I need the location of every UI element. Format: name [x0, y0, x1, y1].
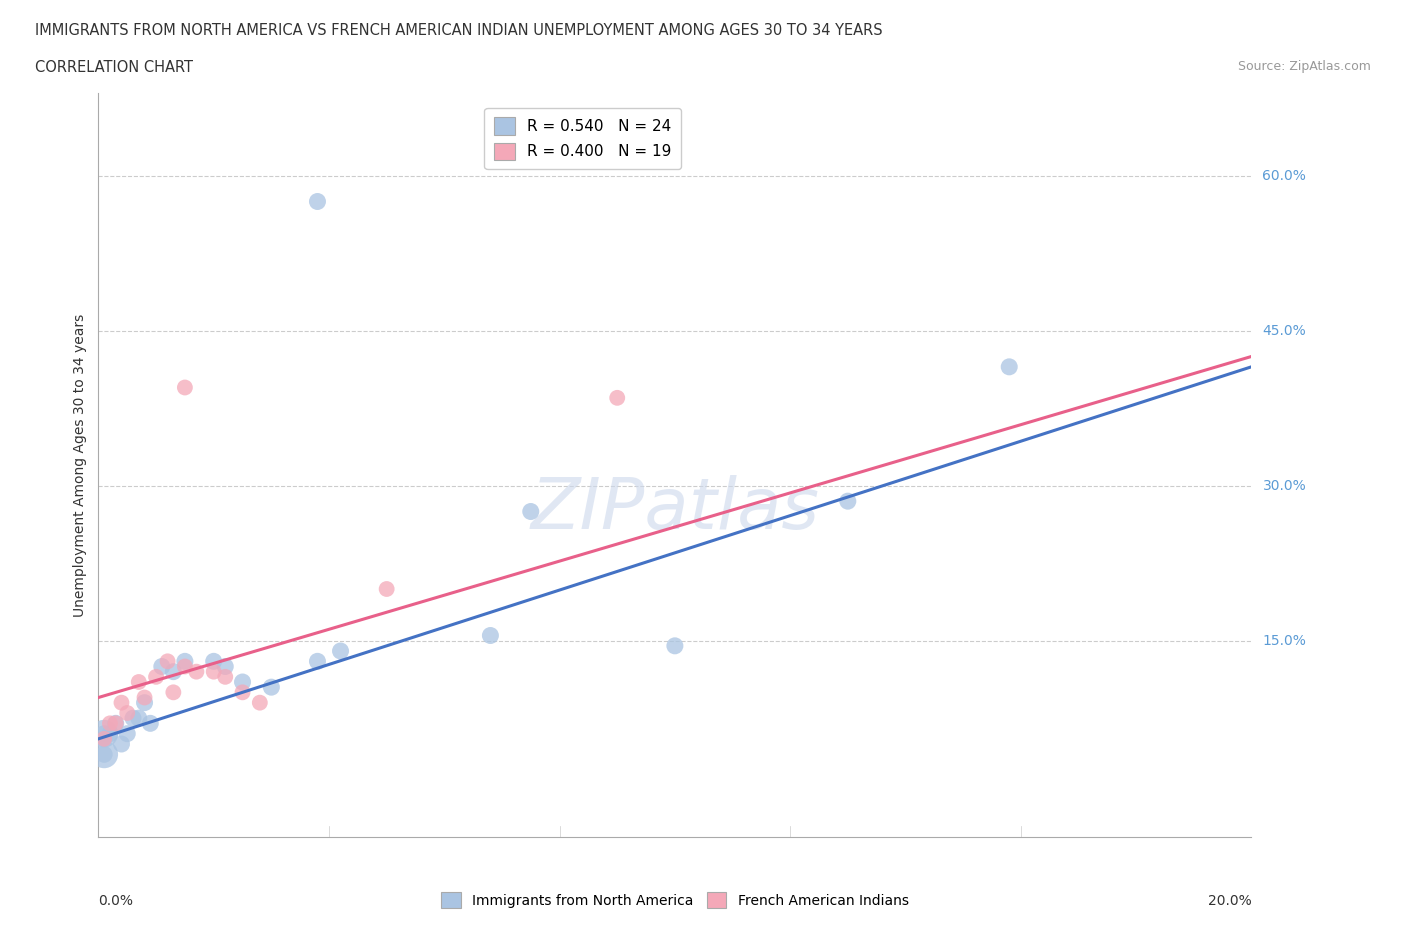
Point	[214, 659, 236, 674]
Point	[186, 664, 208, 679]
Point	[174, 380, 197, 395]
Text: 15.0%: 15.0%	[1263, 633, 1306, 647]
Point	[110, 696, 132, 711]
Point	[110, 737, 132, 751]
Point	[329, 644, 352, 658]
Point	[249, 696, 271, 711]
Point	[104, 716, 127, 731]
Text: 0.0%: 0.0%	[98, 894, 134, 908]
Point	[93, 747, 115, 762]
Point	[98, 726, 121, 741]
Point	[202, 664, 225, 679]
Point	[174, 659, 197, 674]
Point	[214, 670, 236, 684]
Point	[134, 696, 156, 711]
Point	[664, 638, 686, 653]
Point	[520, 504, 543, 519]
Point	[202, 654, 225, 669]
Point	[93, 747, 115, 762]
Point	[117, 726, 138, 741]
Point	[93, 731, 115, 746]
Text: 45.0%: 45.0%	[1263, 324, 1306, 338]
Point	[606, 391, 628, 405]
Point	[98, 716, 121, 731]
Point	[307, 194, 329, 209]
Point	[104, 716, 127, 731]
Legend: R = 0.540   N = 24, R = 0.400   N = 19: R = 0.540 N = 24, R = 0.400 N = 19	[485, 108, 681, 169]
Text: Source: ZipAtlas.com: Source: ZipAtlas.com	[1237, 60, 1371, 73]
Point	[93, 726, 115, 741]
Point	[156, 654, 179, 669]
Point	[145, 670, 167, 684]
Point	[837, 494, 859, 509]
Text: ZIPatlas: ZIPatlas	[530, 475, 820, 544]
Point	[128, 674, 150, 689]
Text: 20.0%: 20.0%	[1208, 894, 1251, 908]
Point	[117, 706, 138, 721]
Text: CORRELATION CHART: CORRELATION CHART	[35, 60, 193, 75]
Text: 60.0%: 60.0%	[1263, 168, 1306, 182]
Point	[307, 654, 329, 669]
Point	[231, 674, 254, 689]
Y-axis label: Unemployment Among Ages 30 to 34 years: Unemployment Among Ages 30 to 34 years	[73, 313, 87, 617]
Point	[162, 684, 184, 699]
Point	[479, 628, 502, 643]
Text: 30.0%: 30.0%	[1263, 479, 1306, 493]
Point	[375, 581, 398, 596]
Point	[128, 711, 150, 725]
Point	[998, 359, 1021, 374]
Point	[93, 726, 115, 741]
Point	[162, 664, 184, 679]
Text: IMMIGRANTS FROM NORTH AMERICA VS FRENCH AMERICAN INDIAN UNEMPLOYMENT AMONG AGES : IMMIGRANTS FROM NORTH AMERICA VS FRENCH …	[35, 23, 883, 38]
Point	[150, 659, 173, 674]
Point	[134, 690, 156, 705]
Point	[139, 716, 162, 731]
Point	[260, 680, 283, 695]
Point	[174, 654, 197, 669]
Legend: Immigrants from North America, French American Indians: Immigrants from North America, French Am…	[436, 886, 914, 914]
Point	[231, 684, 254, 699]
Point	[122, 711, 145, 725]
